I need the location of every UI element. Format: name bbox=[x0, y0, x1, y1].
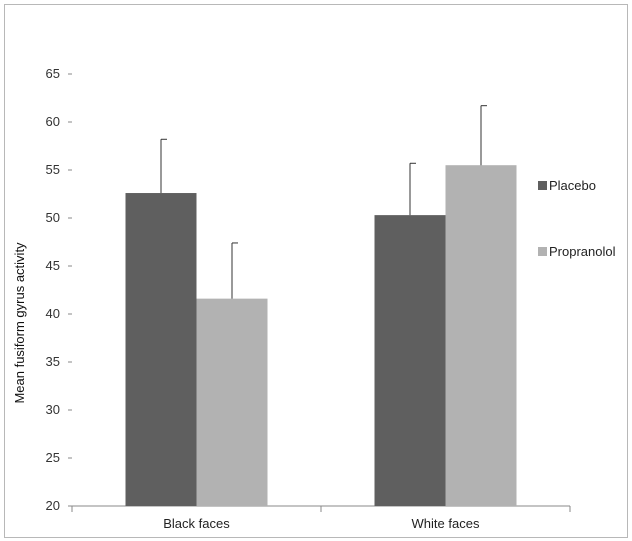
error-bars-group bbox=[160, 105, 487, 299]
chart-frame bbox=[4, 4, 628, 538]
y-tick-label: 20 bbox=[46, 498, 60, 513]
bar-placebo bbox=[125, 193, 197, 507]
x-category-label: White faces bbox=[412, 516, 480, 531]
y-tick-label: 50 bbox=[46, 210, 60, 225]
legend-label-placebo: Placebo bbox=[549, 178, 596, 193]
legend-swatch-placebo bbox=[538, 181, 547, 190]
y-tick-label: 60 bbox=[46, 114, 60, 129]
y-tick-label: 55 bbox=[46, 162, 60, 177]
y-axis-title: Mean fusiform gyrus activity bbox=[12, 242, 27, 404]
bar-propranolol bbox=[196, 298, 268, 506]
bars-group bbox=[125, 165, 517, 507]
bar-propranolol bbox=[445, 165, 517, 506]
y-tick-label: 35 bbox=[46, 354, 60, 369]
y-tick-label: 45 bbox=[46, 258, 60, 273]
y-axis: 20 25 30 35 40 45 50 55 60 65 bbox=[46, 66, 72, 513]
y-tick-label: 25 bbox=[46, 450, 60, 465]
legend-swatch-propranolol bbox=[538, 247, 547, 256]
bar-placebo bbox=[374, 215, 446, 506]
y-tick-label: 65 bbox=[46, 66, 60, 81]
y-tick-label: 30 bbox=[46, 402, 60, 417]
legend-label-propranolol: Propranolol bbox=[549, 244, 616, 259]
x-axis: Black faces White faces bbox=[71, 505, 571, 531]
legend: Placebo Propranolol bbox=[538, 178, 616, 259]
x-category-label: Black faces bbox=[163, 516, 230, 531]
y-tick-label: 40 bbox=[46, 306, 60, 321]
